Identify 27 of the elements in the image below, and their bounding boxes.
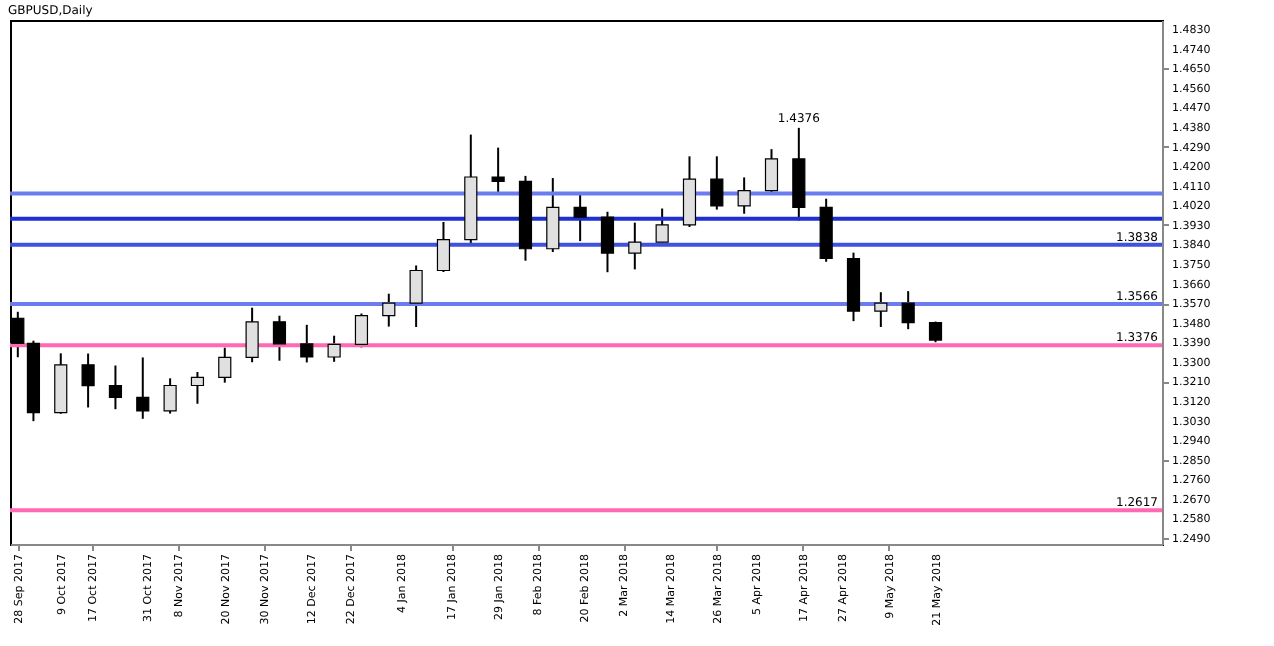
candlestick [136,356,150,420]
candlestick [682,155,697,228]
candlestick [327,334,341,363]
candlestick [710,155,724,211]
candlestick [600,210,615,274]
candlestick [272,314,287,362]
candlestick [491,146,505,194]
candlestick [190,371,205,405]
candlestick [300,323,314,364]
candlestick [655,207,669,244]
candlestick [436,220,451,273]
candlestick [764,148,779,194]
candlestick [874,291,888,329]
candlestick [54,352,68,415]
candlestick [163,377,177,415]
candlestick [737,176,751,215]
candlestick [546,177,560,253]
candlestick [901,290,915,331]
candlestick [628,221,642,271]
candlestick [81,352,95,409]
candlestick [245,306,259,364]
candlestick [409,264,423,329]
candlestick [354,312,369,349]
candlestick [382,292,396,328]
candlestick [108,364,123,411]
candlestick [573,193,587,243]
candlestick [218,346,232,384]
